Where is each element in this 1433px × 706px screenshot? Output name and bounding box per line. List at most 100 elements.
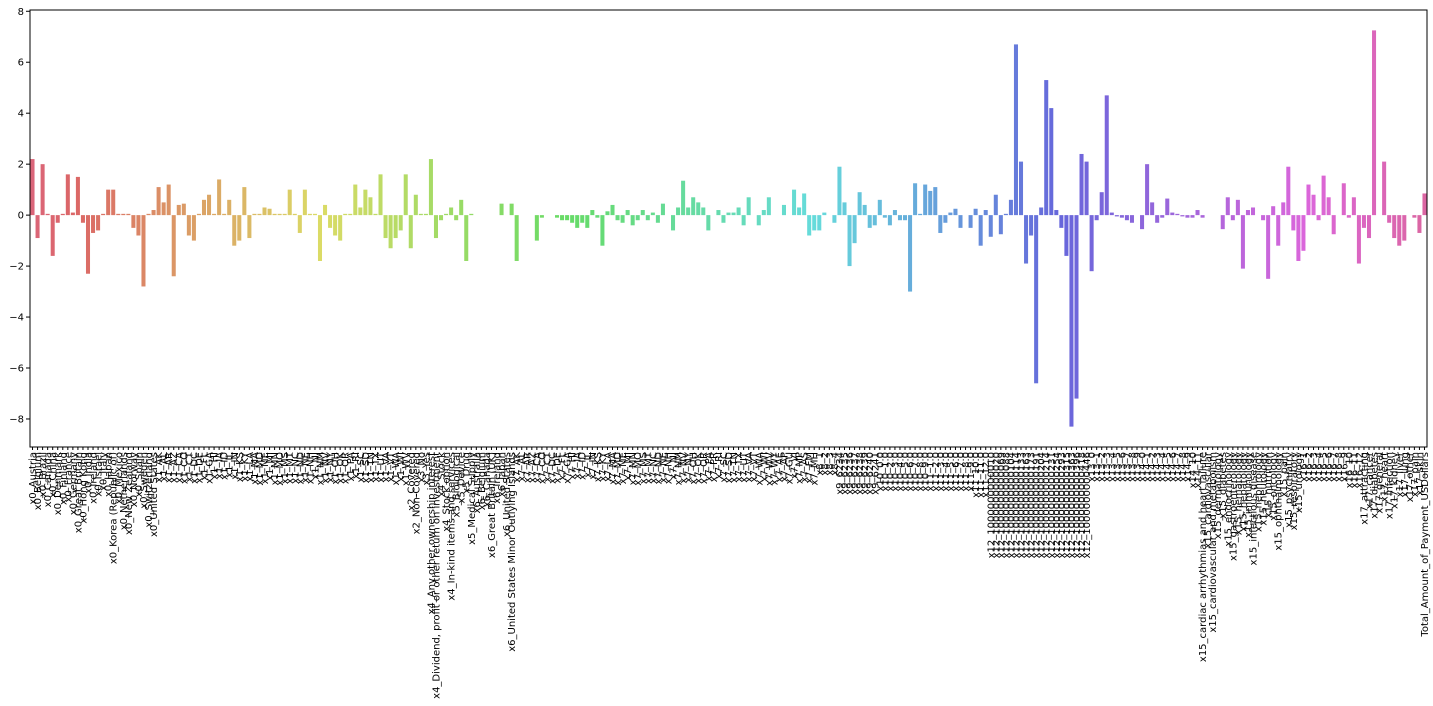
x-tick-label: x4_In-kind items and services <box>447 452 458 601</box>
bar <box>171 215 176 277</box>
x-tick-label: x15_dermatology <box>1213 452 1224 539</box>
bar <box>1165 198 1170 216</box>
bar <box>600 215 605 246</box>
x-tick-label: x15_urology <box>1294 452 1305 513</box>
bar <box>1003 213 1008 216</box>
bar <box>388 215 393 249</box>
x-tick-label: x17_diabetes <box>1370 452 1381 519</box>
x-tick-label: x15_cardiovascular <box>1203 451 1214 548</box>
x-tick-label: x14_6 <box>1168 452 1179 482</box>
x-tick-label: x7_NY <box>684 451 695 483</box>
bar <box>454 215 459 221</box>
x-tick-label: x0_China <box>48 452 59 498</box>
x-tick-label: x17_infection <box>1385 452 1396 519</box>
x-tick-label: x12_1000000000020 <box>991 452 1002 558</box>
x-tick-label: x16_1 <box>1299 452 1310 482</box>
bar <box>1306 184 1311 216</box>
bar <box>1195 210 1200 216</box>
x-tick-label: x15_ophthalmology <box>1274 452 1285 551</box>
x-tick-label: x2_Covered <box>406 452 417 511</box>
x-tick-label: x1_WI <box>396 452 407 482</box>
bar <box>287 189 292 216</box>
bar <box>1271 206 1276 216</box>
x-tick-label: x12_1000000000315 <box>1062 452 1073 558</box>
x-tick-label: x7_PA <box>704 452 715 482</box>
bar <box>353 184 358 216</box>
bar <box>630 215 635 226</box>
x-tick-label: x7_PR <box>709 452 720 482</box>
x-tick-label: x6_Canada <box>482 452 493 507</box>
bar <box>413 194 418 216</box>
bar <box>892 210 897 216</box>
x-tick-label: x1_VT <box>386 451 397 482</box>
bar <box>1084 161 1089 216</box>
x-tick-label: x6_Ireland <box>492 452 503 504</box>
x-tick-label: x6_United States <box>502 452 513 537</box>
bar <box>116 213 121 216</box>
bar <box>650 212 655 216</box>
bar <box>1029 215 1034 236</box>
bar <box>953 208 958 216</box>
x-tick-label: x7_IL <box>583 452 594 478</box>
x-tick-label: x11_1.0 <box>926 452 937 492</box>
bar <box>40 164 45 216</box>
bar <box>882 215 887 218</box>
bar <box>338 215 343 241</box>
x-tick-label: x12_1000000000293 <box>1057 452 1068 558</box>
x-tick-label: x17_kidney <box>1390 452 1401 509</box>
bar <box>217 179 222 216</box>
bar <box>302 189 307 216</box>
x-tick-label: x1_NJ <box>310 452 321 480</box>
y-tick-label: −2 <box>9 262 24 273</box>
x-tick-label: x11_9.0 <box>966 452 977 492</box>
x-tick-label: x15_hepatology <box>1238 452 1249 532</box>
x-tick-label: x7_FL <box>558 452 569 481</box>
bar <box>983 210 988 216</box>
x-tick-label: x7_NH <box>663 452 674 484</box>
x-tick-label: x10_2.0 <box>885 452 896 492</box>
bar <box>499 203 504 216</box>
bar <box>832 215 837 223</box>
x-tick-label: x1_MD <box>255 452 266 486</box>
bar <box>277 213 282 216</box>
x-tick-label: x1_MT <box>285 451 296 484</box>
x-tick-label: x0_Japan <box>104 452 115 497</box>
y-tick-label: 4 <box>18 109 24 120</box>
x-tick-label: Total_Amount_of_Payment_USDollars <box>1420 452 1431 638</box>
x-tick-label: x17_attracting <box>1359 452 1370 525</box>
x-tick-label: x15_nephrology <box>1254 452 1265 532</box>
bar <box>1150 202 1155 216</box>
x-tick-label: x7_MN <box>628 452 639 485</box>
bar <box>272 213 277 216</box>
bar <box>731 212 736 216</box>
x-tick-label: x7_HI <box>568 452 579 480</box>
bar <box>30 159 35 216</box>
x-tick-label: x0_Brazil <box>38 452 49 497</box>
x-tick-label: x7_GU <box>785 452 796 484</box>
bar <box>393 215 398 239</box>
bar <box>610 204 615 216</box>
bar <box>781 204 786 216</box>
x-tick-label: x15_endocrinology <box>1223 452 1234 547</box>
x-tick-label: x0_Italy <box>99 452 110 491</box>
bar <box>1039 207 1044 216</box>
bar <box>615 215 620 221</box>
x-tick-label: x7_MO <box>633 452 644 486</box>
bar <box>252 213 257 216</box>
x-tick-label: x11_2.0 <box>931 452 942 492</box>
bar <box>75 176 80 216</box>
x-tick-label: x0_Norway <box>129 452 140 507</box>
x-tick-label: x6_Japan <box>497 452 508 497</box>
bar <box>1034 215 1039 384</box>
x-tick-label: x4_Any other ownership interest <box>426 452 437 615</box>
x-tick-label: x15_infectious disease <box>1249 452 1260 565</box>
x-tick-label: x1_OH <box>331 452 342 485</box>
bar <box>837 166 842 216</box>
bar <box>721 215 726 223</box>
bar <box>297 215 302 233</box>
x-tick-label: x9_6237 <box>850 452 861 495</box>
x-tick-label: x7_SD <box>724 452 735 484</box>
x-tick-label: x11_4.0 <box>941 452 952 492</box>
x-tick-label: x9_6240 <box>865 452 876 495</box>
x-tick-label: x12_1000000000163 <box>1022 452 1033 558</box>
